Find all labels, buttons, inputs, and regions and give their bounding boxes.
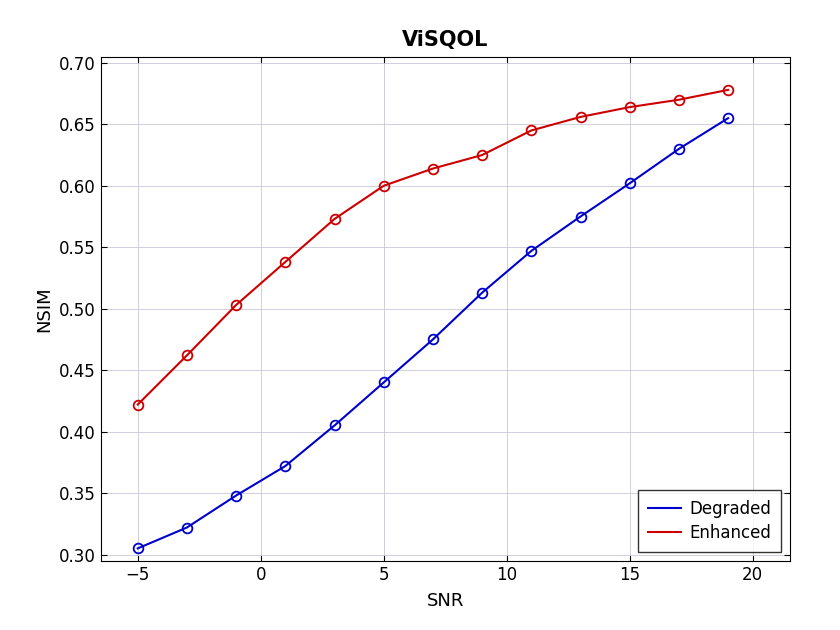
Enhanced	[133, 401, 143, 408]
Enhanced	[181, 352, 192, 359]
Degraded	[575, 213, 585, 220]
Degraded	[428, 336, 438, 343]
Degraded	[379, 379, 389, 386]
Degraded	[181, 524, 192, 531]
X-axis label: SNR: SNR	[427, 592, 464, 610]
Degraded	[329, 421, 339, 429]
Title: ViSQOL: ViSQOL	[402, 30, 488, 50]
Degraded	[674, 145, 684, 152]
Legend: Degraded, Enhanced: Degraded, Enhanced	[638, 490, 781, 553]
Enhanced	[575, 113, 585, 121]
Degraded	[231, 492, 241, 500]
Degraded	[526, 247, 536, 255]
Y-axis label: NSIM: NSIM	[35, 286, 54, 331]
Enhanced	[329, 215, 339, 223]
Enhanced	[625, 103, 635, 111]
Degraded	[281, 462, 291, 470]
Enhanced	[477, 151, 487, 159]
Degraded	[625, 180, 635, 187]
Enhanced	[526, 127, 536, 134]
Degraded	[723, 115, 733, 122]
Line: Enhanced: Enhanced	[133, 85, 733, 410]
Enhanced	[428, 165, 438, 173]
Enhanced	[674, 96, 684, 103]
Degraded	[133, 544, 143, 552]
Line: Degraded: Degraded	[133, 113, 733, 553]
Degraded	[477, 289, 487, 297]
Enhanced	[379, 182, 389, 190]
Enhanced	[281, 258, 291, 266]
Enhanced	[231, 301, 241, 309]
Enhanced	[723, 86, 733, 94]
